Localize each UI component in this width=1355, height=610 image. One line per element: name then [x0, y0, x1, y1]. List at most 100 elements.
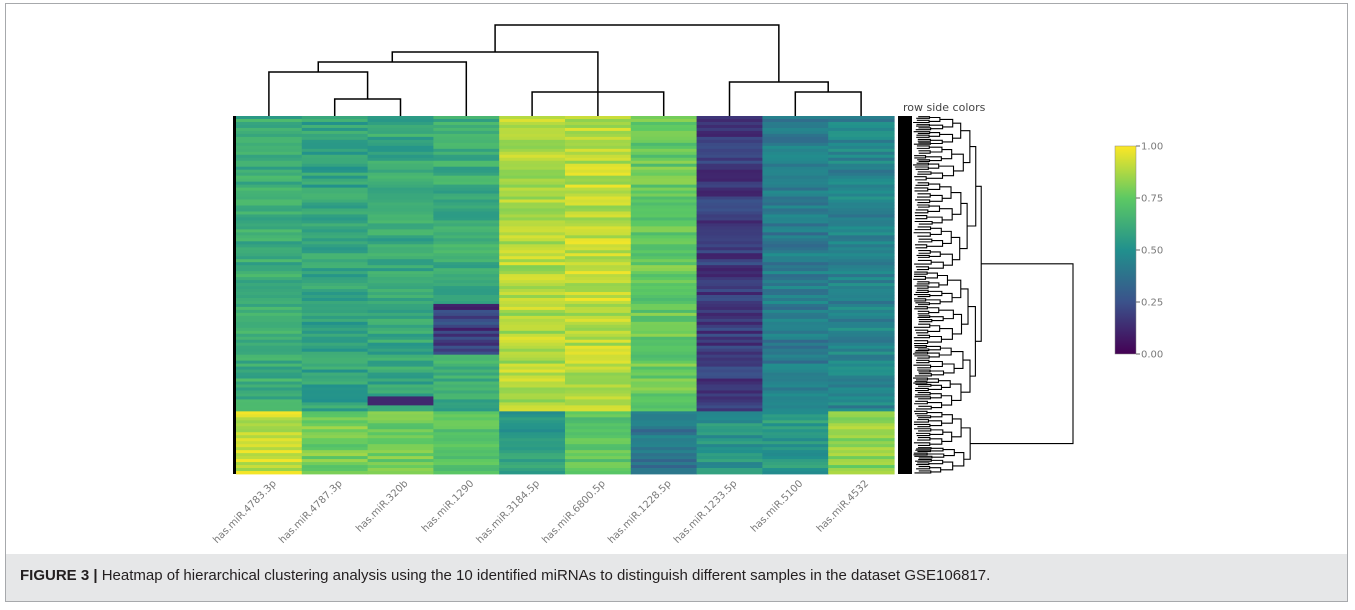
heatmap-cell	[696, 139, 763, 144]
heatmap-cell	[696, 223, 763, 227]
heatmap-cell	[236, 142, 303, 147]
heatmap-cell	[433, 411, 500, 415]
heatmap-cell	[367, 468, 434, 472]
heatmap-cell	[565, 226, 632, 230]
heatmap-cell	[301, 309, 369, 314]
heatmap-cell	[367, 453, 434, 457]
heatmap-cell	[236, 327, 303, 332]
heatmap-cell	[236, 408, 303, 412]
heatmap-cell	[367, 393, 434, 397]
heatmap-cell	[236, 181, 303, 186]
heatmap-cell	[630, 453, 698, 457]
heatmap-cell	[499, 247, 566, 251]
heatmap-cell	[565, 303, 632, 308]
heatmap-cell	[696, 184, 763, 188]
heatmap-cell	[565, 277, 632, 281]
heatmap-cell	[236, 396, 303, 400]
heatmap-cell	[301, 250, 369, 254]
heatmap-cell	[433, 405, 500, 409]
heatmap-cell	[499, 193, 566, 197]
heatmap-cell	[565, 333, 632, 338]
heatmap-cell	[762, 300, 829, 305]
heatmap-cell	[696, 136, 763, 141]
heatmap-cell	[367, 280, 434, 284]
heatmap-cell	[630, 178, 698, 183]
heatmap-cell	[236, 441, 303, 445]
heatmap-cell	[433, 127, 500, 132]
heatmap-cell	[828, 417, 895, 421]
heatmap-cell	[367, 447, 434, 451]
heatmap-cell	[762, 396, 829, 400]
heatmap-cell	[499, 363, 566, 367]
row-dendrogram-link	[914, 244, 928, 249]
row-dendrogram-link	[950, 383, 962, 401]
row-dendrogram-link	[929, 438, 943, 445]
heatmap-cell	[565, 241, 632, 245]
heatmap-cell	[762, 127, 829, 132]
heatmap-cell	[499, 116, 566, 120]
heatmap-cell	[367, 312, 434, 317]
heatmap-cell	[367, 465, 434, 469]
heatmap-cell	[367, 318, 434, 323]
heatmap-cell	[301, 214, 369, 218]
heatmap-cell	[762, 441, 829, 445]
heatmap-cell	[367, 444, 434, 448]
heatmap-cell	[696, 411, 763, 415]
heatmap-cell	[696, 178, 763, 183]
heatmap-cell	[630, 295, 698, 299]
heatmap-cell	[696, 390, 763, 394]
heatmap-cell	[762, 357, 829, 362]
heatmap-cell	[433, 372, 500, 376]
heatmap-cell	[236, 399, 303, 403]
heatmap-cell	[565, 116, 632, 120]
heatmap-cell	[565, 327, 632, 332]
heatmap-cell	[367, 133, 434, 138]
heatmap-cell	[630, 306, 698, 311]
heatmap-cell	[499, 121, 566, 126]
heatmap-cell	[630, 241, 698, 245]
row-dendrogram-link	[915, 392, 931, 396]
row-dendrogram-link	[926, 172, 944, 179]
row-dendrogram-link	[959, 202, 968, 250]
row-dendrogram-link	[917, 437, 931, 441]
heatmap-cell	[828, 283, 895, 287]
heatmap-cell	[236, 163, 303, 168]
heatmap-cell	[828, 471, 895, 475]
heatmap-cell	[696, 151, 763, 156]
heatmap-cell	[367, 345, 434, 350]
heatmap-cell	[499, 220, 566, 224]
heatmap-cell	[762, 327, 829, 332]
heatmap-cell	[236, 286, 303, 290]
heatmap-cell	[762, 306, 829, 311]
heatmap-cell	[236, 241, 303, 245]
heatmap-cell	[565, 214, 632, 218]
heatmap-cell	[696, 402, 763, 406]
heatmap-cell	[828, 175, 895, 180]
heatmap-cell	[236, 208, 303, 212]
heatmap-cell	[630, 315, 698, 320]
heatmap-cell	[499, 250, 566, 254]
heatmap-cell	[236, 277, 303, 281]
heatmap-cell	[236, 309, 303, 314]
heatmap-cell	[236, 435, 303, 439]
heatmap-cell	[828, 118, 895, 123]
heatmap-cell	[630, 256, 698, 260]
heatmap-cell	[367, 462, 434, 466]
heatmap-cell	[630, 250, 698, 254]
heatmap-cell	[630, 303, 698, 308]
heatmap-cell	[433, 297, 500, 302]
heatmap-cell	[301, 116, 369, 120]
row-dendrogram-link	[940, 253, 953, 266]
heatmap-cell	[433, 306, 500, 311]
heatmap-cell	[630, 274, 698, 278]
heatmap-cell	[433, 289, 500, 293]
heatmap-cell	[301, 223, 369, 227]
heatmap-cell	[565, 360, 632, 365]
heatmap-cell	[433, 253, 500, 257]
row-dendrogram-link	[915, 182, 930, 186]
heatmap-cell	[696, 229, 763, 233]
heatmap-cell	[236, 253, 303, 257]
heatmap-cell	[301, 375, 369, 379]
row-dendrogram-link	[915, 383, 932, 387]
heatmap-cell	[696, 387, 763, 391]
